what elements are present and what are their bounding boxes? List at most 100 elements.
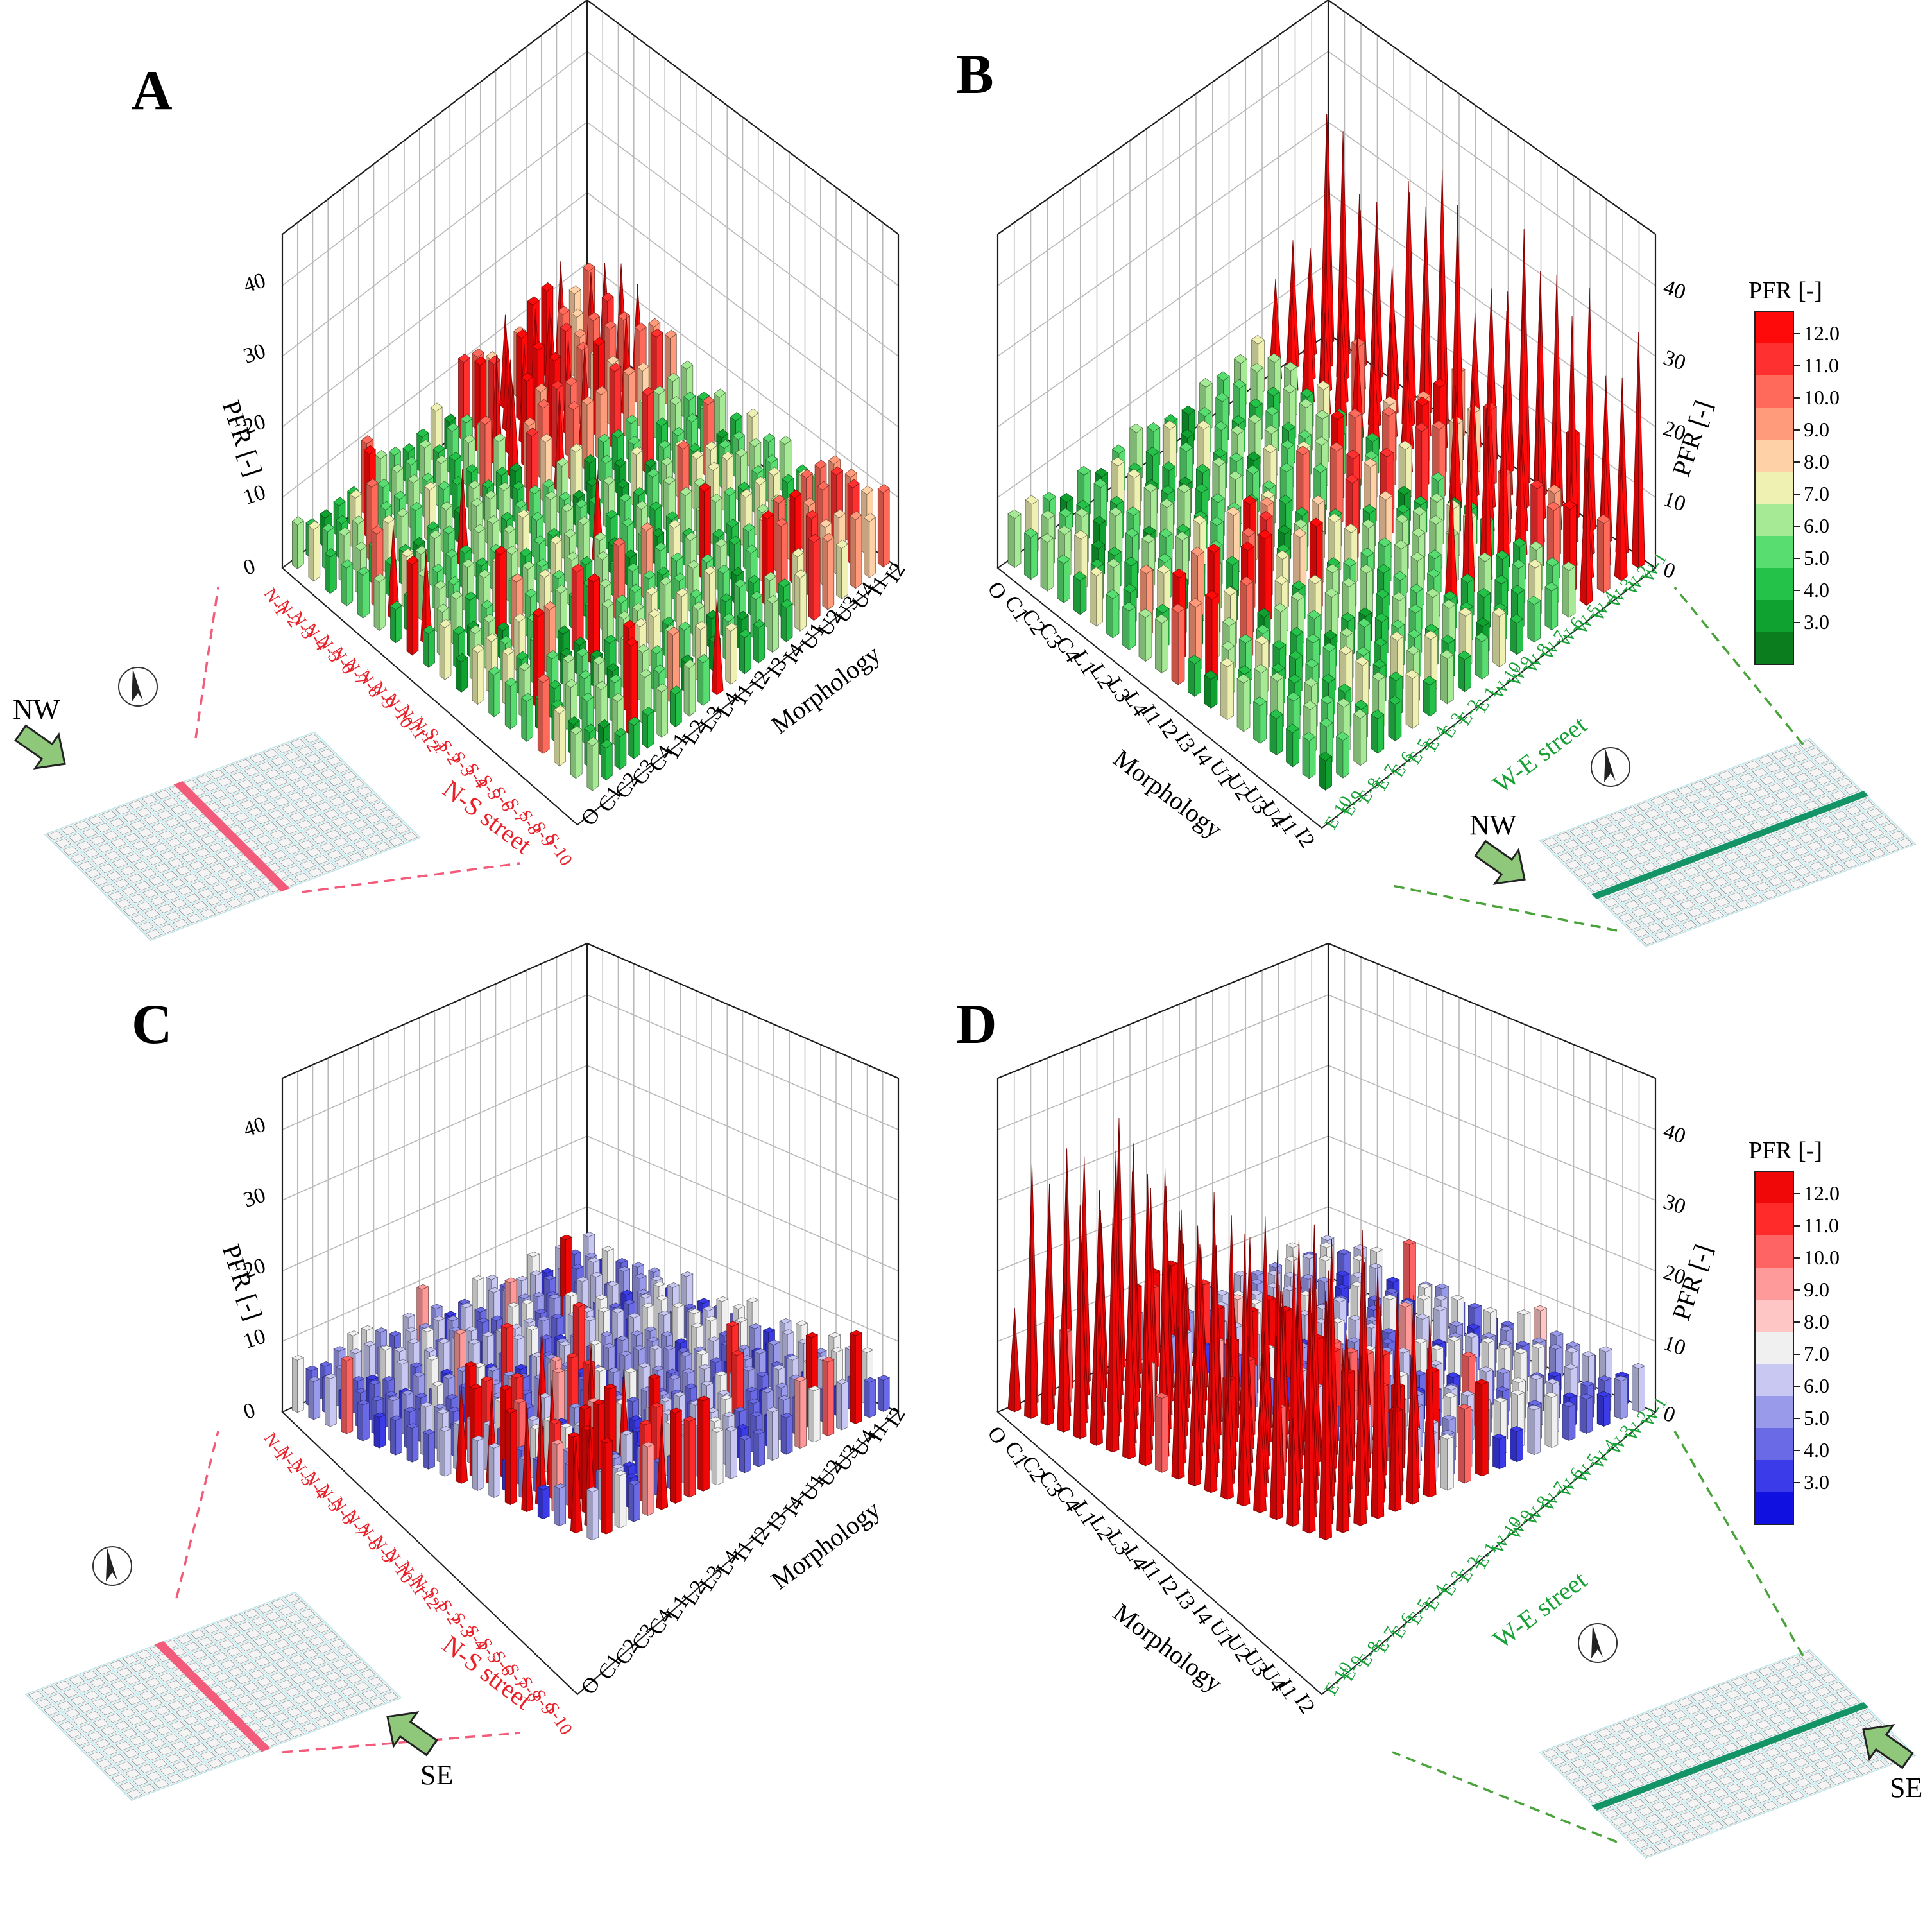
bar-face-top bbox=[651, 328, 663, 338]
bar-face-left bbox=[767, 599, 773, 653]
connector-dashed bbox=[1392, 884, 1618, 932]
site-map-block bbox=[230, 865, 247, 875]
bar-face-left bbox=[488, 671, 495, 718]
bar-face-right bbox=[1499, 612, 1506, 667]
bar-face-top bbox=[1279, 462, 1294, 473]
site-map-block bbox=[237, 779, 254, 789]
bar-face-right bbox=[477, 648, 484, 705]
bar-face-left bbox=[767, 1409, 773, 1461]
bar-face-top bbox=[767, 467, 780, 476]
bar-face-right bbox=[1260, 701, 1267, 744]
site-map-block bbox=[335, 784, 352, 794]
bar-face-top bbox=[1106, 589, 1120, 599]
site-map-block bbox=[108, 891, 124, 901]
bar-face-top bbox=[1492, 607, 1507, 617]
bar-face-top bbox=[609, 674, 622, 684]
site-map-block bbox=[210, 789, 227, 800]
bar-face-top bbox=[634, 322, 647, 332]
bar-face-left bbox=[1492, 612, 1500, 667]
bar-face-top bbox=[506, 546, 518, 555]
site-map-block bbox=[277, 837, 293, 847]
bar-face-top bbox=[664, 329, 677, 340]
bar-face-top bbox=[570, 443, 583, 453]
site-map-block bbox=[166, 838, 182, 848]
bar-face-top bbox=[406, 555, 419, 565]
bar-face-top bbox=[1123, 583, 1137, 594]
site-map-block bbox=[327, 850, 343, 860]
site-map-block bbox=[192, 900, 209, 911]
site-map-block bbox=[316, 802, 332, 812]
bar-face-top bbox=[1283, 361, 1298, 372]
z-tick-label: 30 bbox=[1661, 1190, 1689, 1219]
bar-face-top bbox=[1059, 508, 1073, 518]
site-map-block bbox=[373, 822, 389, 832]
bar-face-top bbox=[1257, 608, 1271, 618]
bar-face-right bbox=[1047, 537, 1054, 592]
bar-face-right bbox=[1292, 728, 1299, 768]
bar-face-top bbox=[605, 509, 618, 519]
site-map-block bbox=[256, 834, 273, 845]
bar-face-top bbox=[618, 610, 631, 620]
site-map-block bbox=[112, 858, 128, 868]
bar-face-top bbox=[1397, 485, 1411, 495]
bar-face-top bbox=[844, 469, 857, 478]
site-map-highlight-street bbox=[173, 780, 290, 892]
bar-face-top bbox=[487, 515, 500, 525]
site-map-block bbox=[173, 845, 190, 856]
bar-face-left bbox=[1236, 678, 1244, 732]
bar-face-top bbox=[557, 306, 570, 316]
bar-face-top bbox=[796, 464, 808, 474]
bar-face-top bbox=[419, 439, 432, 449]
bar-face-top bbox=[1265, 406, 1279, 416]
compass-icon bbox=[92, 1546, 132, 1586]
bar-face-top bbox=[1175, 531, 1190, 542]
bar-face-top bbox=[475, 557, 488, 567]
bar-face-top bbox=[336, 515, 348, 525]
site-map-block bbox=[239, 799, 255, 809]
site-map-street bbox=[44, 834, 151, 941]
bar-face-top bbox=[1259, 511, 1273, 521]
bar-face-top bbox=[683, 392, 696, 401]
bar-face-right bbox=[675, 689, 682, 728]
bar-face-left bbox=[1319, 755, 1326, 791]
site-map-block bbox=[171, 899, 187, 909]
bar-face-top bbox=[357, 566, 370, 576]
bar-face-top bbox=[732, 431, 745, 440]
site-map-block bbox=[115, 805, 131, 815]
site-map-block bbox=[226, 804, 242, 814]
bar-face-top bbox=[597, 719, 610, 729]
bar-face-right bbox=[461, 657, 468, 693]
bar-face-top bbox=[751, 465, 764, 475]
bar-face-top bbox=[588, 312, 601, 322]
bar-face-top bbox=[1408, 603, 1423, 614]
bar-face-top bbox=[1129, 423, 1143, 433]
bar-face-top bbox=[463, 434, 475, 443]
bar-face-top bbox=[500, 512, 513, 522]
bar-spike-right bbox=[716, 597, 724, 696]
bar-face-top bbox=[736, 610, 749, 621]
bar-face-top bbox=[1127, 469, 1141, 479]
bar-face-top bbox=[1233, 379, 1247, 389]
site-map-block bbox=[327, 776, 344, 786]
bar-face-top bbox=[407, 474, 420, 484]
bar-face-top bbox=[438, 481, 450, 490]
bar-face-top bbox=[779, 435, 792, 445]
site-map-block bbox=[187, 840, 203, 850]
bar-face-top bbox=[877, 484, 890, 494]
bar-face-top bbox=[432, 444, 445, 454]
bar-face-top bbox=[532, 341, 545, 351]
site-map-block bbox=[162, 870, 178, 881]
bar-face-top bbox=[440, 501, 453, 511]
bar-face-top bbox=[1195, 483, 1209, 494]
bar-face-left bbox=[683, 1418, 690, 1498]
site-map-block bbox=[345, 811, 361, 822]
bar-face-top bbox=[517, 509, 530, 519]
bar-face-top bbox=[460, 414, 473, 424]
site-map-block bbox=[196, 868, 212, 878]
bar-face-right bbox=[675, 1409, 682, 1504]
bar-face-top bbox=[581, 692, 594, 702]
bar-face-top bbox=[1147, 422, 1161, 433]
bar-face-top bbox=[538, 569, 551, 579]
site-map-block bbox=[176, 886, 193, 896]
bar-face-top bbox=[1443, 590, 1457, 601]
